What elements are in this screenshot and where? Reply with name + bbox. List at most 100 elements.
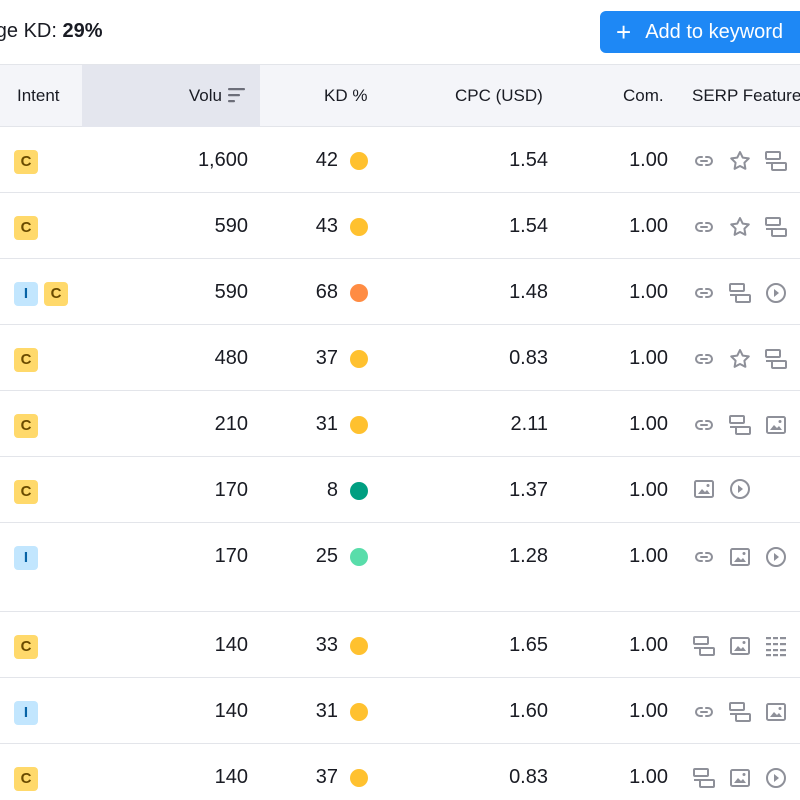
kd-value: 37 — [315, 766, 338, 788]
link-icon[interactable] — [692, 281, 716, 305]
kd-indicator — [350, 744, 368, 800]
intent-badge[interactable]: I — [14, 546, 38, 570]
video-icon[interactable] — [764, 281, 788, 305]
volume-cell: 170 — [214, 545, 248, 567]
cpc-cell: 1.37 — [509, 479, 548, 501]
kd-difficulty-dot-icon — [350, 702, 368, 721]
table-row[interactable]: C 170 8 1.37 1.00 — [0, 457, 800, 523]
cpc-cell: 1.54 — [509, 215, 548, 237]
serp-features-cell — [692, 700, 788, 724]
column-header-serp-features[interactable]: SERP Feature — [692, 86, 800, 105]
image-icon[interactable] — [728, 545, 752, 569]
table-row[interactable]: C 140 33 1.65 1.00 — [0, 612, 800, 678]
competition-cell: 1.00 — [629, 215, 668, 237]
table-row[interactable]: C 210 31 2.11 1.00 — [0, 391, 800, 457]
serp-features-cell — [692, 477, 752, 501]
intent-badge[interactable]: C — [14, 348, 38, 372]
competition-cell: 1.00 — [629, 545, 668, 567]
intent-cell: C — [14, 744, 44, 800]
featured-snippet-icon[interactable] — [728, 281, 752, 305]
intent-badge[interactable]: C — [44, 282, 68, 306]
intent-badge[interactable]: C — [14, 150, 38, 174]
featured-snippet-icon[interactable] — [692, 766, 716, 790]
sort-descending-icon[interactable] — [228, 87, 246, 103]
intent-badge[interactable]: C — [14, 480, 38, 504]
kd-indicator — [350, 457, 368, 523]
link-icon[interactable] — [692, 149, 716, 173]
competition-cell: 1.00 — [629, 347, 668, 369]
kd-difficulty-dot-icon — [350, 636, 368, 655]
kd-indicator — [350, 259, 368, 325]
table-icon[interactable] — [764, 634, 788, 658]
column-header-volume[interactable]: Volu — [82, 65, 260, 127]
kd-value: 31 — [315, 413, 338, 435]
intent-badge[interactable]: I — [14, 701, 38, 725]
link-icon[interactable] — [692, 347, 716, 371]
video-icon[interactable] — [764, 545, 788, 569]
add-to-keyword-list-button[interactable]: + Add to keyword — [600, 11, 800, 53]
star-icon[interactable] — [728, 215, 752, 239]
volume-cell: 590 — [214, 215, 248, 237]
image-icon[interactable] — [692, 477, 716, 501]
intent-badge[interactable]: C — [14, 414, 38, 438]
kd-difficulty-dot-icon — [350, 349, 368, 368]
featured-snippet-icon[interactable] — [764, 347, 788, 371]
column-header-intent[interactable]: Intent — [17, 86, 60, 105]
intent-badge[interactable]: C — [14, 767, 38, 791]
featured-snippet-icon[interactable] — [764, 149, 788, 173]
star-icon[interactable] — [728, 347, 752, 371]
table-row[interactable]: C 590 43 1.54 1.00 — [0, 193, 800, 259]
link-icon[interactable] — [692, 545, 716, 569]
featured-snippet-icon[interactable] — [692, 634, 716, 658]
kd-value: 37 — [315, 347, 338, 369]
kd-difficulty-dot-icon — [350, 768, 368, 787]
featured-snippet-icon[interactable] — [728, 700, 752, 724]
column-header-kd[interactable]: KD % — [324, 86, 368, 105]
table-row[interactable]: I 170 25 1.28 1.00 — [0, 523, 800, 612]
competition-cell: 1.00 — [629, 766, 668, 788]
video-icon[interactable] — [728, 477, 752, 501]
kd-value: 43 — [315, 215, 338, 237]
table-row[interactable]: C 480 37 0.83 1.00 — [0, 325, 800, 391]
link-icon[interactable] — [692, 700, 716, 724]
column-header-cpc[interactable]: CPC (USD) — [455, 86, 543, 105]
competition-cell: 1.00 — [629, 700, 668, 722]
serp-features-cell — [692, 347, 788, 371]
toolbar: rage KD: 29% + Add to keyword — [0, 0, 800, 64]
volume-cell: 140 — [214, 634, 248, 656]
image-icon[interactable] — [764, 413, 788, 437]
cpc-cell: 0.83 — [509, 766, 548, 788]
video-icon[interactable] — [764, 766, 788, 790]
plus-icon: + — [616, 17, 632, 47]
average-kd-value: 29% — [62, 20, 103, 42]
table-row[interactable]: C 140 37 0.83 1.00 — [0, 744, 800, 800]
column-header-competition[interactable]: Com. — [623, 86, 664, 105]
image-icon[interactable] — [728, 766, 752, 790]
link-icon[interactable] — [692, 215, 716, 239]
volume-cell: 140 — [214, 700, 248, 722]
average-kd-label: rage KD: — [0, 20, 57, 42]
table-row[interactable]: I C 590 68 1.48 1.00 — [0, 259, 800, 325]
intent-badge[interactable]: C — [14, 635, 38, 659]
star-icon[interactable] — [728, 149, 752, 173]
image-icon[interactable] — [728, 634, 752, 658]
image-icon[interactable] — [764, 700, 788, 724]
table-row[interactable]: C 1,600 42 1.54 1.00 — [0, 127, 800, 193]
kd-difficulty-dot-icon — [350, 547, 368, 566]
intent-cell: C — [14, 612, 44, 678]
kd-indicator — [350, 523, 368, 589]
featured-snippet-icon[interactable] — [728, 413, 752, 437]
kd-indicator — [350, 612, 368, 678]
intent-badge[interactable]: C — [14, 216, 38, 240]
column-header-volume-label: Volu — [188, 86, 222, 105]
competition-cell: 1.00 — [629, 149, 668, 171]
link-icon[interactable] — [692, 413, 716, 437]
intent-cell: C — [14, 127, 44, 193]
intent-badge[interactable]: I — [14, 282, 38, 306]
table-row[interactable]: I 140 31 1.60 1.00 — [0, 678, 800, 744]
featured-snippet-icon[interactable] — [764, 215, 788, 239]
intent-cell: I — [14, 523, 44, 589]
kd-indicator — [350, 127, 368, 193]
serp-features-cell — [692, 413, 788, 437]
